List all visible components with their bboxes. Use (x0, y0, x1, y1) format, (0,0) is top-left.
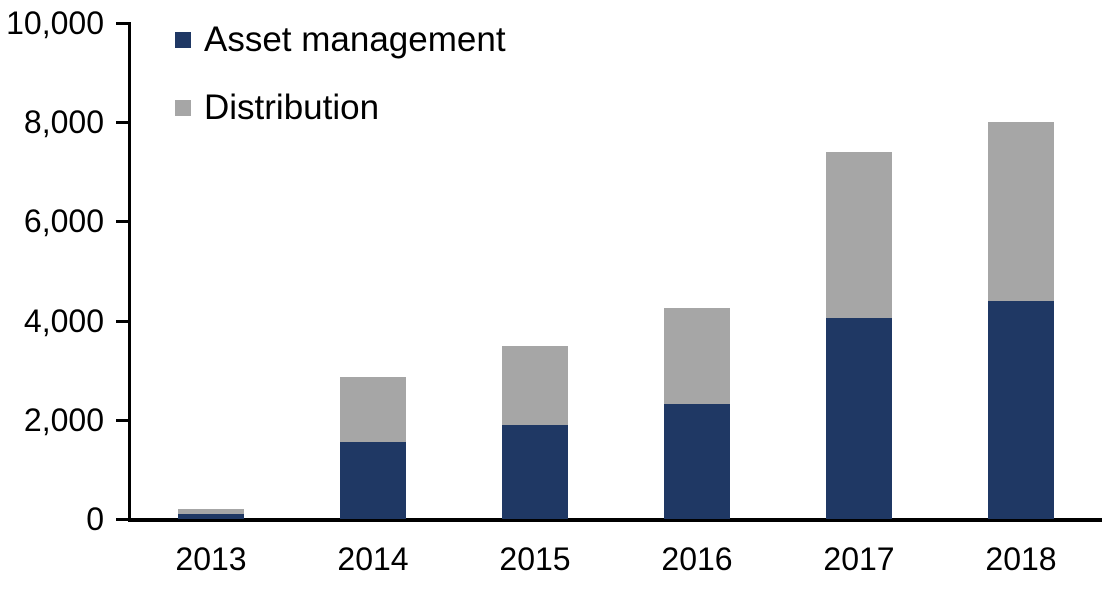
bar-segment-asset-management-2017 (826, 318, 892, 519)
plot-area (130, 23, 1102, 519)
y-axis-line (128, 22, 131, 522)
bar-segment-distribution-2013 (178, 509, 244, 514)
x-axis-label-2015: 2015 (499, 541, 571, 577)
legend-item-asset-management: Asset management (175, 18, 506, 62)
bar-slot-2018 (940, 23, 1102, 519)
x-axis-line (128, 518, 1102, 522)
bar-slot-2017 (778, 23, 940, 519)
y-axis-tick-label: 8,000 (23, 104, 104, 141)
y-axis-tick (116, 121, 129, 125)
x-axis-labels: 2013 2014 2015 2016 2017 2018 (130, 541, 1102, 577)
bar-slot-2015 (454, 23, 616, 519)
y-axis-tick (116, 22, 129, 25)
y-axis-tick-label: 2,000 (23, 401, 104, 438)
bar-segment-asset-management-2014 (340, 442, 406, 519)
bar-segment-distribution-2018 (988, 122, 1054, 301)
bar-segment-distribution-2017 (826, 152, 892, 318)
legend-item-distribution: Distribution (175, 86, 506, 130)
bar-2018 (988, 122, 1054, 519)
bar-segment-asset-management-2018 (988, 301, 1054, 519)
bar-2016 (664, 308, 730, 519)
y-axis-tick-label: 6,000 (23, 203, 104, 240)
legend-swatch-asset-management-icon (175, 32, 191, 48)
bar-2013 (178, 509, 244, 519)
y-axis-tick (116, 418, 129, 422)
legend-swatch-distribution-icon (175, 100, 191, 116)
bar-segment-distribution-2015 (502, 346, 568, 425)
bar-segment-distribution-2016 (664, 308, 730, 404)
y-axis-tick-label: 0 (86, 501, 104, 537)
x-axis-label-2014: 2014 (337, 541, 409, 577)
legend: Asset management Distribution (175, 18, 506, 154)
y-axis-tick-label: 4,000 (23, 302, 104, 339)
y-axis-tick-label: 10,000 (6, 5, 104, 41)
x-axis-label-2018: 2018 (985, 541, 1057, 577)
y-axis-tick (116, 518, 129, 521)
bar-2015 (502, 346, 568, 519)
y-axis-tick (116, 220, 129, 224)
bar-segment-distribution-2014 (340, 377, 406, 442)
bar-slot-2016 (616, 23, 778, 519)
bar-slot-2014 (292, 23, 454, 519)
x-axis-label-2016: 2016 (661, 541, 733, 577)
x-axis-label-2013: 2013 (175, 541, 247, 577)
legend-label-asset-management: Asset management (204, 20, 506, 59)
legend-label-distribution: Distribution (204, 88, 380, 127)
y-axis-tick (116, 319, 129, 323)
bar-segment-asset-management-2013 (178, 514, 244, 519)
bar-segment-asset-management-2016 (664, 404, 730, 519)
x-axis-label-2017: 2017 (823, 541, 895, 577)
bar-2014 (340, 377, 406, 519)
bar-2017 (826, 152, 892, 519)
bar-segment-asset-management-2015 (502, 425, 568, 519)
bar-slot-2013 (130, 23, 292, 519)
